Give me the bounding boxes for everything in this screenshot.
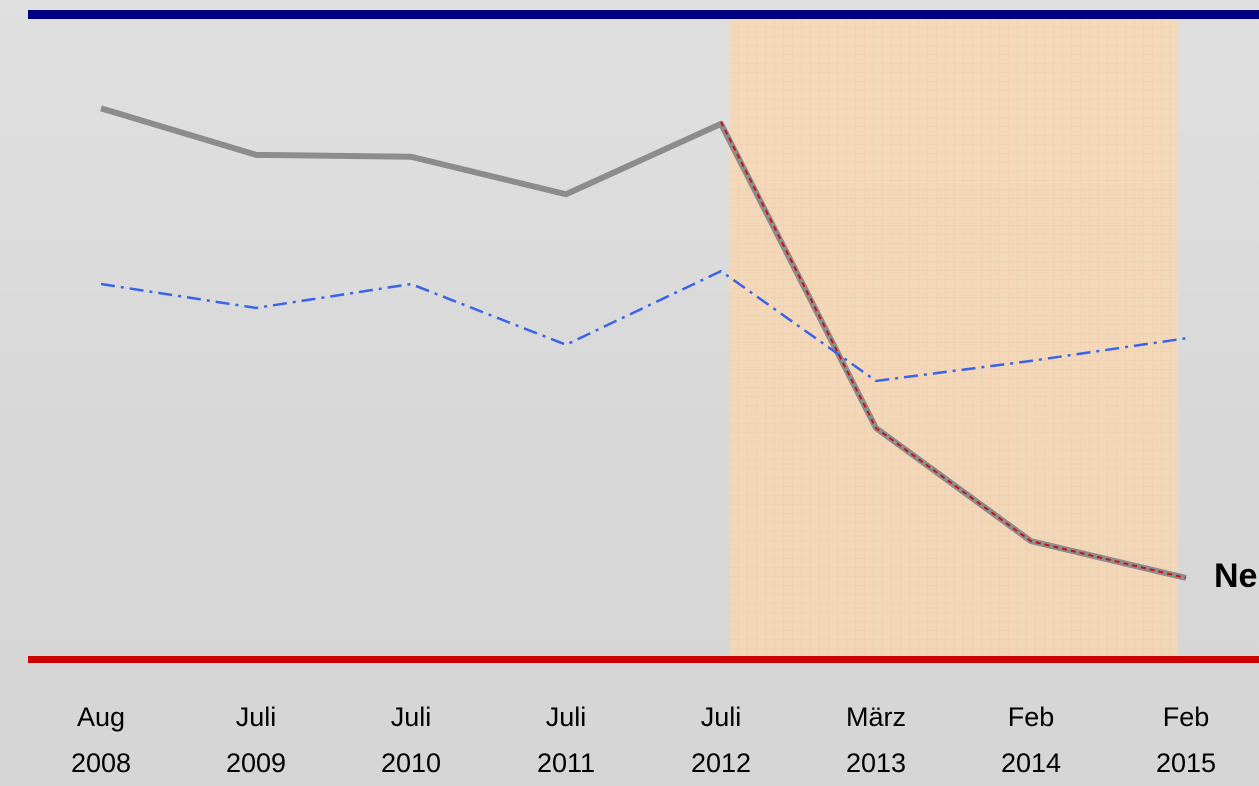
x-tick-label: Juli 2011 [506,694,626,786]
top-rule [28,10,1259,19]
x-tick-label: Aug 2008 [41,694,161,786]
bottom-rule [28,656,1259,663]
x-tick-label: Juli 2009 [196,694,316,786]
x-tick-label: Juli 2010 [351,694,471,786]
page: Ne Aug 2008 Juli 2009 Juli 2010 Juli 2011 Ju… [0,0,1259,786]
x-tick-label: Feb 2015 [1126,694,1246,786]
x-tick-label: Juli 2012 [661,694,781,786]
x-tick-label: Feb 2014 [971,694,1091,786]
x-tick-label: März 2013 [816,694,936,786]
annotation: Ne [1214,557,1257,595]
chart: Ne [0,0,1259,786]
